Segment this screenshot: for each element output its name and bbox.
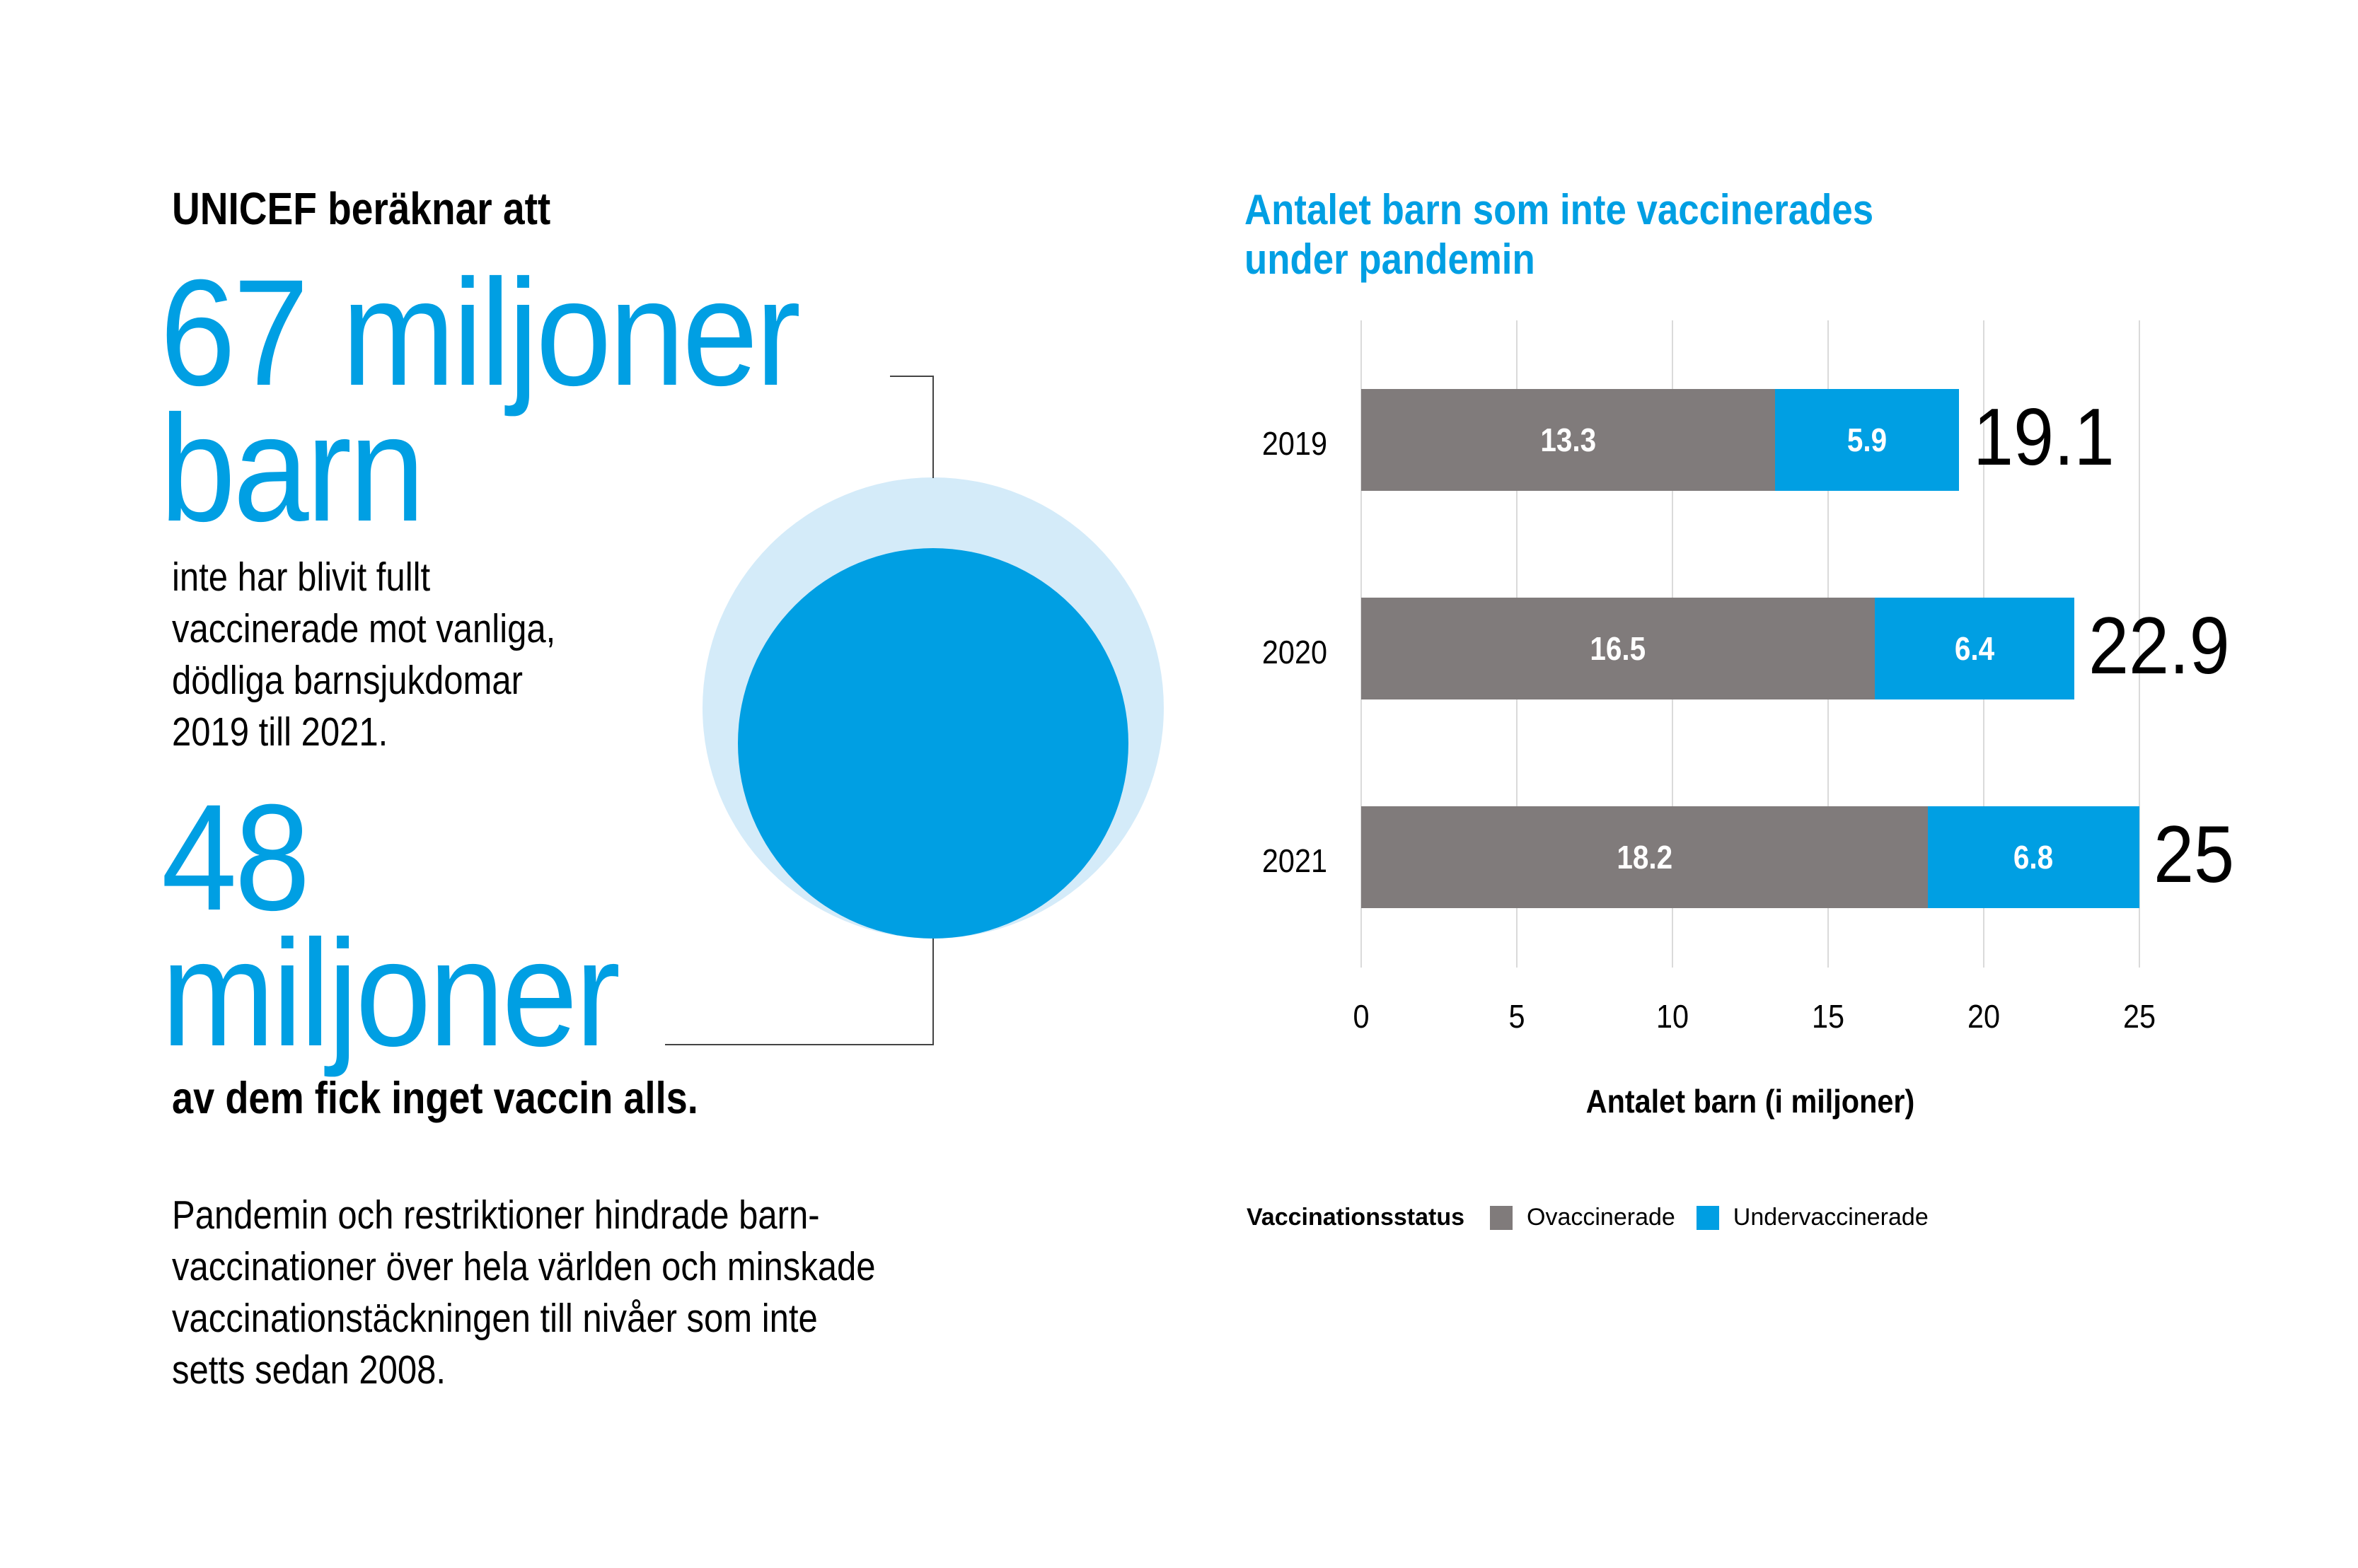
bar-total-label: 19.1 [1972, 393, 2115, 482]
bar-segment-undervaccinated: 5.9 [1775, 389, 1959, 491]
chart-title: Antalet barn som inte vaccinerades under… [1244, 185, 1873, 284]
x-axis-title: Antalet barn (i miljoner) [1585, 1083, 1915, 1120]
bar-total-label: 22.9 [2088, 601, 2230, 691]
description-line: 2019 till 2021. [172, 709, 388, 755]
bar-segment-unvaccinated: 13.3 [1361, 389, 1776, 491]
headline-million: miljoner [161, 909, 620, 1078]
zero-dose-statement: av dem fick inget vaccin alls. [172, 1074, 698, 1123]
bar-segment-unvaccinated: 18.2 [1361, 806, 1928, 908]
chart-title-line: under pandemin [1244, 236, 1535, 283]
legend-swatch-unvaccinated [1490, 1205, 1513, 1230]
chart-title-line: Antalet barn som inte vaccinerades [1244, 186, 1874, 233]
connector-line [890, 376, 934, 377]
description-line: dödliga barnsjukdomar [172, 658, 523, 703]
legend-title: Vaccinationsstatus [1247, 1204, 1465, 1231]
description-line: inte har blivit fullt [172, 554, 431, 600]
bar-value-label: 5.9 [1846, 422, 1888, 458]
bar-value-label: 16.5 [1590, 630, 1646, 667]
description-line: vaccinationstäckningen till nivåer som i… [172, 1296, 818, 1341]
description-line: vaccinationer över hela världen och mins… [172, 1244, 876, 1289]
pandemic-description: Pandemin och restriktioner hindrade barn… [172, 1190, 876, 1396]
circle-48-million [738, 548, 1128, 939]
x-tick-label: 0 [1353, 998, 1370, 1035]
intro-heading: UNICEF beräknar att [172, 183, 551, 234]
x-tick-label: 5 [1508, 998, 1525, 1035]
bar-value-label: 13.3 [1540, 422, 1596, 458]
y-category-label: 2019 [1261, 425, 1327, 462]
description-line: vaccinerade mot vanliga, [172, 606, 556, 651]
bar-value-label: 18.2 [1616, 839, 1672, 876]
headline-67-million: 67 miljoner [160, 248, 801, 417]
x-tick-label: 15 [1811, 998, 1845, 1035]
x-tick-label: 20 [1967, 998, 2001, 1035]
bar-segment-undervaccinated: 6.8 [1927, 806, 2139, 908]
legend-label-undervaccinated: Undervaccinerade [1733, 1204, 1929, 1231]
legend-swatch-undervaccinated [1696, 1205, 1719, 1230]
x-tick-label: 25 [2122, 998, 2156, 1035]
description-line: Pandemin och restriktioner hindrade barn… [172, 1192, 820, 1238]
bar-value-label: 6.4 [1954, 630, 1994, 667]
headline-48: 48 [161, 773, 311, 942]
headline-children: barn [160, 384, 425, 553]
connector-line [932, 376, 934, 478]
connector-line [932, 939, 934, 1045]
description-line: setts sedan 2008. [172, 1347, 446, 1393]
y-category-label: 2021 [1261, 842, 1327, 879]
legend: Vaccinationsstatus Ovaccinerade Undervac… [1247, 1204, 1950, 1231]
bar-segment-unvaccinated: 16.5 [1361, 598, 1875, 699]
description-not-vaccinated: inte har blivit fullt vaccinerade mot va… [172, 552, 555, 758]
gridline [2139, 320, 2140, 968]
bar-value-label: 6.8 [2013, 839, 2054, 876]
bar-total-label: 25 [2154, 810, 2235, 900]
x-tick-label: 10 [1655, 998, 1689, 1035]
y-category-label: 2020 [1261, 634, 1327, 670]
connector-line [665, 1044, 934, 1045]
legend-label-unvaccinated: Ovaccinerade [1527, 1204, 1675, 1231]
bar-segment-undervaccinated: 6.4 [1875, 598, 2074, 699]
